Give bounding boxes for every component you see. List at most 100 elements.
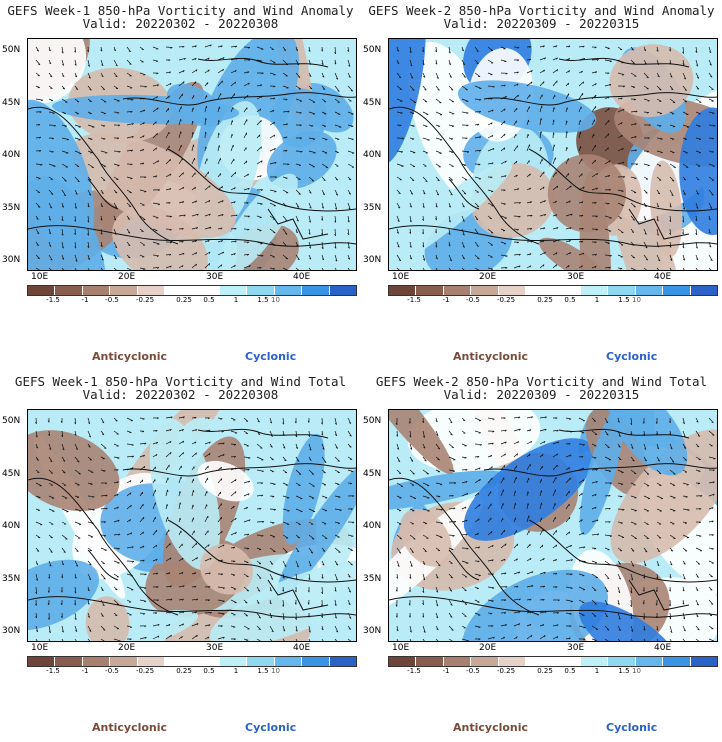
wind-arrow-head — [334, 422, 337, 425]
wind-arrow-head — [544, 428, 547, 431]
wind-arrow-head — [634, 136, 637, 139]
wind-arrow-head — [583, 58, 586, 61]
wind-arrow-head — [322, 75, 325, 78]
wind-arrow — [500, 95, 507, 100]
wind-arrow-head — [410, 193, 414, 195]
coastline — [628, 208, 690, 240]
wind-arrow-head — [144, 625, 147, 628]
wind-arrow-head — [504, 624, 507, 627]
wind-arrow — [334, 495, 341, 498]
wind-arrow — [152, 160, 159, 165]
wind-arrow-head — [594, 457, 597, 459]
wind-arrow-head — [51, 137, 54, 140]
wind-arrow — [708, 417, 714, 423]
wind-arrow-head — [582, 81, 585, 84]
wind-arrow — [669, 521, 675, 525]
wind-arrow-head — [597, 533, 600, 536]
wind-arrow-head — [450, 138, 454, 140]
wind-arrow-head — [307, 602, 310, 605]
wind-arrow-head — [182, 252, 185, 255]
wind-arrow-head — [711, 520, 714, 523]
wind-arrow — [435, 267, 438, 270]
wind-arrow-head — [155, 175, 158, 178]
wind-arrow-head — [118, 151, 121, 153]
wind-arrow-head — [74, 422, 76, 425]
wind-arrow — [256, 215, 262, 218]
vorticity-region — [609, 44, 694, 118]
wind-arrow-head — [75, 193, 78, 195]
wind-arrow — [474, 518, 480, 523]
wind-arrow-head — [553, 107, 555, 110]
wind-arrow-head — [412, 138, 415, 140]
wind-arrow-head — [570, 573, 573, 576]
wind-arrow-head — [221, 240, 223, 243]
wind-arrow-head — [129, 519, 131, 522]
wind-arrow-head — [670, 563, 673, 566]
wind-arrow — [461, 98, 469, 102]
wind-arrow — [578, 612, 585, 616]
wind-arrow-head — [465, 469, 468, 471]
wind-arrow — [500, 558, 506, 562]
wind-arrow — [61, 202, 64, 208]
wind-arrow — [708, 560, 714, 564]
wind-arrow — [565, 93, 569, 100]
wind-arrow — [565, 477, 571, 484]
wind-arrow — [617, 241, 624, 246]
wind-arrow — [630, 267, 637, 270]
wind-arrow-head — [492, 430, 495, 433]
wind-arrow-head — [103, 138, 106, 140]
wind-arrow-head — [617, 602, 620, 605]
wind-arrow — [500, 503, 504, 510]
wind-arrow — [347, 59, 351, 67]
wind-arrow-head — [87, 602, 90, 605]
wind-arrow-head — [156, 255, 159, 257]
wind-arrow-head — [581, 215, 584, 217]
wind-arrow-head — [540, 146, 542, 150]
wind-arrow-head — [608, 108, 610, 111]
wind-arrow — [409, 267, 412, 270]
wind-arrow — [139, 442, 147, 445]
wind-arrow — [35, 612, 37, 619]
wind-arrow — [295, 98, 303, 102]
wind-arrow — [204, 105, 207, 113]
wind-arrow — [513, 623, 520, 627]
wind-arrow-head — [295, 629, 298, 632]
wind-arrow-head — [682, 220, 685, 223]
wind-arrow-head — [516, 453, 519, 456]
panel-valid-dates: Valid: 20220302 - 20220308 — [82, 387, 279, 402]
wind-arrow — [396, 72, 402, 79]
wind-arrow — [526, 543, 531, 549]
wind-arrow — [282, 534, 289, 539]
wind-arrow — [230, 70, 237, 74]
wind-arrow-head — [222, 57, 225, 60]
wind-arrow-head — [568, 240, 571, 243]
wind-arrow-head — [182, 172, 184, 175]
wind-arrow — [461, 150, 469, 153]
wind-arrow — [461, 85, 468, 91]
wind-arrow — [604, 46, 610, 49]
wind-arrow — [682, 150, 688, 154]
wind-arrow — [230, 144, 234, 152]
wind-arrow-head — [259, 508, 262, 510]
wind-arrow-head — [51, 193, 54, 195]
wind-arrow — [191, 429, 198, 432]
wind-arrow-head — [409, 205, 412, 208]
wind-arrow-head — [321, 422, 323, 425]
latitude-label: 50N — [2, 416, 21, 426]
wind-arrow — [565, 70, 570, 74]
wind-arrow — [74, 443, 78, 450]
wind-arrow — [669, 85, 674, 90]
wind-arrow-head — [169, 71, 171, 74]
wind-arrow — [243, 480, 250, 484]
wind-arrow-head — [644, 447, 647, 450]
wind-arrow — [435, 111, 443, 116]
wind-arrow — [708, 189, 714, 196]
wind-arrow-head — [594, 253, 597, 256]
wind-arrow — [708, 507, 714, 510]
wind-arrow-head — [50, 75, 53, 78]
wind-arrow-head — [634, 123, 637, 126]
wind-arrow — [669, 267, 672, 270]
wind-arrow — [461, 189, 467, 195]
wind-arrow-head — [398, 552, 402, 554]
wind-arrow — [347, 254, 351, 260]
